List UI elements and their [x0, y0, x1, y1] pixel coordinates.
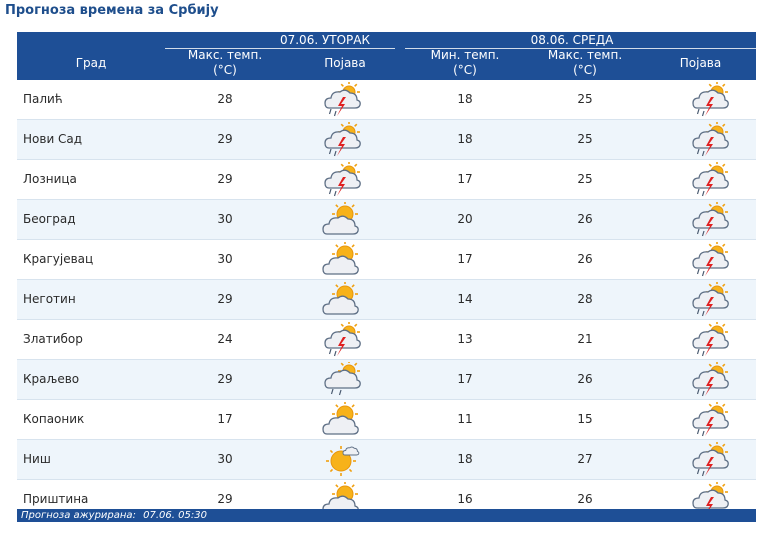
thunderstorm-icon — [689, 441, 729, 478]
max-temp-day2: 25 — [577, 172, 593, 186]
max-temp-day2: 27 — [577, 452, 593, 466]
table-row: Београд 30 20 26 — [17, 200, 756, 240]
max-temp-day1: 30 — [217, 252, 233, 266]
forecast-table: 07.06. УТОРАК 08.06. СРЕДА Град Макс. те… — [17, 32, 756, 520]
min-temp-day2: 16 — [457, 492, 473, 506]
max-temp-day2: 15 — [577, 412, 593, 426]
city-name: Палић — [23, 92, 63, 106]
table-body: Палић 28 18 25 Нови Сад 29 18 25 Лозница 29 17 25 Бе… — [17, 80, 756, 520]
max-temp-day1: 30 — [217, 452, 233, 466]
table-row: Неготин 29 14 28 — [17, 280, 756, 320]
min-temp-day2: 18 — [457, 92, 473, 106]
partly-cloudy-icon — [321, 401, 361, 438]
table-row: Крагујевац 30 17 26 — [17, 240, 756, 280]
city-name: Београд — [23, 212, 76, 226]
max-temp-day2-header: Макс. темп. (°C) — [547, 48, 623, 77]
table-row: Палић 28 18 25 — [17, 80, 756, 120]
city-name: Нови Сад — [23, 132, 83, 146]
partly-cloudy-icon — [321, 241, 361, 278]
table-row: Лозница 29 17 25 — [17, 160, 756, 200]
thunderstorm-icon — [689, 81, 729, 118]
max-temp-day2: 26 — [577, 252, 593, 266]
table-row: Ниш 30 18 27 — [17, 440, 756, 480]
city-name: Лозница — [23, 172, 77, 186]
max-temp-day2: 21 — [577, 332, 593, 346]
update-label: Прогноза ажурирана: — [21, 510, 136, 521]
day1-header: 07.06. УТОРАК — [279, 33, 371, 47]
thunderstorm-icon — [689, 201, 729, 238]
table-row: Нови Сад 29 18 25 — [17, 120, 756, 160]
table-row: Златибор 24 13 21 — [17, 320, 756, 360]
min-temp-day2: 17 — [457, 172, 473, 186]
min-temp-day2: 11 — [457, 412, 473, 426]
city-name: Крагујевац — [23, 252, 94, 266]
max-temp-day1: 17 — [217, 412, 233, 426]
max-temp-day1: 29 — [217, 172, 233, 186]
thunderstorm-icon — [321, 121, 361, 158]
city-name: Копаоник — [23, 412, 85, 426]
max-temp-day2: 25 — [577, 132, 593, 146]
page-title: Прогноза времена за Србију — [5, 3, 219, 18]
phenomenon-day2-header: Појава — [679, 56, 722, 70]
max-temp-day2: 26 — [577, 492, 593, 506]
update-time: 07.06. 05:30 — [143, 510, 207, 521]
max-temp-day1-header: Макс. темп. (°C) — [187, 48, 263, 77]
max-temp-day1: 29 — [217, 132, 233, 146]
max-temp-day2: 26 — [577, 372, 593, 386]
table-row: Краљево 29 17 26 — [17, 360, 756, 400]
thunderstorm-icon — [689, 481, 729, 518]
min-temp-day2: 20 — [457, 212, 473, 226]
cloud-rain-icon — [321, 360, 361, 398]
max-temp-day1: 29 — [217, 292, 233, 306]
city-name: Приштина — [23, 492, 89, 506]
min-temp-day2: 17 — [457, 252, 473, 266]
max-temp-day1: 28 — [217, 92, 233, 106]
city-name: Златибор — [23, 332, 83, 346]
sunny-icon — [321, 442, 361, 478]
min-temp-day2-header: Мин. темп. (°C) — [430, 48, 500, 77]
thunderstorm-icon — [689, 121, 729, 158]
max-temp-day1: 29 — [217, 492, 233, 506]
max-temp-day1: 29 — [217, 372, 233, 386]
thunderstorm-icon — [689, 241, 729, 278]
city-name: Краљево — [23, 372, 80, 386]
max-temp-day1: 30 — [217, 212, 233, 226]
thunderstorm-icon — [689, 161, 729, 198]
max-temp-day1: 24 — [217, 332, 233, 346]
min-temp-day2: 14 — [457, 292, 473, 306]
max-temp-day2: 26 — [577, 212, 593, 226]
partly-cloudy-icon — [321, 281, 361, 318]
partly-cloudy-icon — [321, 201, 361, 238]
min-temp-day2: 18 — [457, 452, 473, 466]
city-column-header: Град — [75, 56, 107, 70]
thunderstorm-icon — [689, 281, 729, 318]
max-temp-day2: 25 — [577, 92, 593, 106]
max-temp-day2: 28 — [577, 292, 593, 306]
thunderstorm-icon — [689, 361, 729, 398]
thunderstorm-icon — [321, 81, 361, 118]
update-footer: Прогноза ажурирана: 07.06. 05:30 — [17, 509, 756, 522]
table-row: Копаоник 17 11 15 — [17, 400, 756, 440]
thunderstorm-icon — [689, 321, 729, 358]
min-temp-day2: 18 — [457, 132, 473, 146]
thunderstorm-icon — [321, 321, 361, 358]
min-temp-day2: 13 — [457, 332, 473, 346]
thunderstorm-icon — [321, 161, 361, 198]
day2-header: 08.06. СРЕДА — [530, 33, 614, 47]
phenomenon-day1-header: Појава — [324, 56, 366, 70]
min-temp-day2: 17 — [457, 372, 473, 386]
city-name: Неготин — [23, 292, 76, 306]
table-header: 07.06. УТОРАК 08.06. СРЕДА Град Макс. те… — [17, 32, 756, 80]
thunderstorm-icon — [689, 401, 729, 438]
city-name: Ниш — [23, 452, 51, 466]
